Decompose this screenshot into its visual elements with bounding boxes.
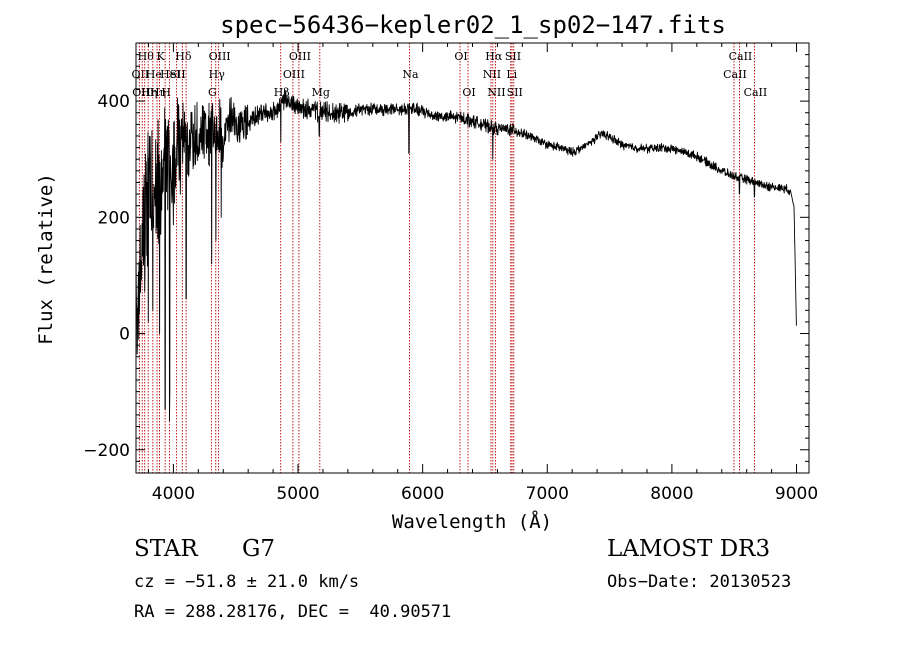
marker-label-24: NII [487,86,505,99]
coordinates-label: RA = 288.28176, DEC = 40.90571 [134,602,451,622]
x-tick-label-6000: 6000 [401,484,444,504]
x-tick-label-8000: 8000 [650,484,693,504]
survey-label: LAMOST DR3 [607,536,770,562]
x-axis: 4000 5000 6000 7000 8000 9000 [148,43,818,504]
spectrum-trace [136,91,796,421]
marker-label-2: Hθ [138,50,155,63]
marker-label-9: SII [170,68,186,81]
y-tick-label-0: 0 [119,325,130,345]
marker-label-30: CaII [744,86,768,99]
marker-label-20: OI [454,50,467,63]
x-axis-label: Wavelength (Å) [392,510,552,533]
marker-label-29: CaII [729,50,753,63]
marker-label-16: OIII [283,68,305,81]
marker-label-26: SII [505,50,521,63]
marker-label-27: SII [507,86,523,99]
marker-label-17: OIII [289,50,311,63]
marker-label-23: Hα [485,50,503,63]
y-axis: −200 0 200 400 [83,43,809,473]
marker-label-18: Mg [312,86,330,99]
marker-label-22: NII [483,68,501,81]
x-tick-label-5000: 5000 [276,484,319,504]
x-tick-label-7000: 7000 [526,484,569,504]
marker-label-19: Na [402,68,419,81]
marker-label-14: OIII [209,50,231,63]
obs-date-label: Obs−Date: 20130523 [607,572,791,592]
spectrum-line [136,91,796,421]
marker-label-10: Hδ [175,50,192,63]
y-tick-label-400: 400 [98,92,130,112]
plot-frame [136,43,809,473]
marker-label-13: Hγ [209,68,226,81]
redshift-label: cz = −51.8 ± 21.0 km/s [134,572,359,592]
y-tick-label-−200: −200 [83,441,130,461]
y-axis-label: Flux (relative) [35,173,57,345]
x-tick-label-9000: 9000 [775,484,818,504]
x-tick-label-4000: 4000 [152,484,195,504]
line-markers: OIIOIIIHθHηHeHηKHHeISIIHδGHγOIIIHβOIIIOI… [132,43,768,473]
subclass-label: G7 [242,536,275,562]
marker-label-28: CaII [723,68,747,81]
marker-label-6: K [156,50,165,63]
marker-label-21: OI [462,86,475,99]
y-tick-label-200: 200 [98,208,130,228]
class-label: STAR [134,536,198,562]
chart-title: spec−56436−kepler02_1_sp02−147.fits [220,11,726,39]
